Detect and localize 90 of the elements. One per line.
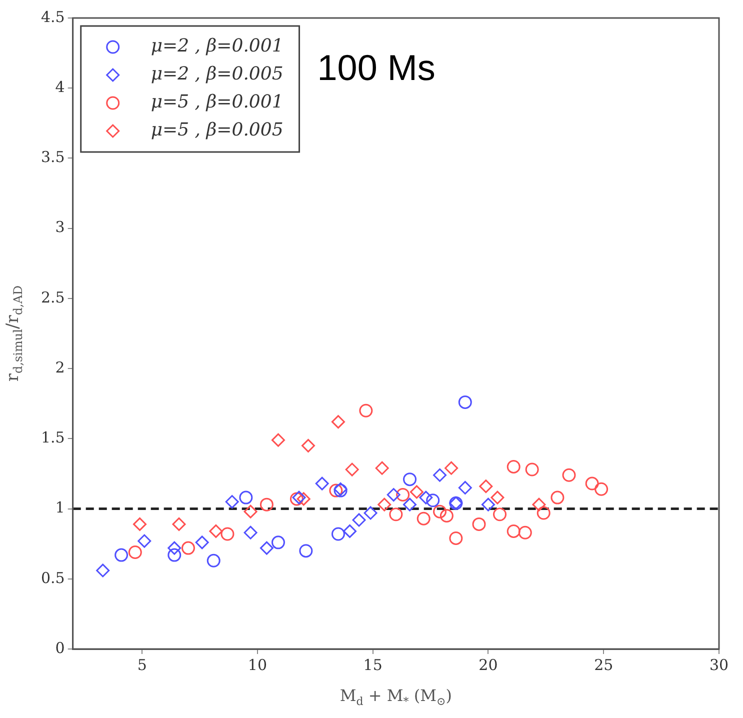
point [343,524,357,538]
point [536,506,550,520]
point [532,498,546,512]
x-tick-label: 5 [137,656,147,674]
point [315,476,329,490]
point [168,548,182,562]
point [271,433,285,447]
point [138,534,152,548]
y-axis-title: rd,simul/rd,AD [2,285,26,382]
y-tick-label: 4 [55,78,65,96]
point [359,404,373,418]
point [433,504,447,518]
point [403,498,417,512]
legend-label: μ=5 , β=0.005 [150,120,284,141]
legend-label: μ=2 , β=0.001 [150,36,284,57]
legend-label: μ=5 , β=0.001 [150,92,284,113]
y-tick-label: 0 [55,638,65,657]
legend-label: μ=2 , β=0.005 [150,64,284,85]
point [329,484,343,498]
point [375,461,389,475]
point [290,492,304,506]
point [458,480,472,494]
point [225,495,239,509]
point [594,482,608,496]
point [114,548,128,562]
point [426,494,440,508]
point [419,490,433,504]
point [449,531,463,545]
point [331,527,345,541]
point [562,468,576,482]
point [299,544,313,558]
point [260,541,274,555]
point [493,508,507,522]
point [525,462,539,476]
point [389,508,403,522]
point [506,460,520,474]
point [220,527,234,541]
point [458,395,472,409]
point [271,536,285,550]
point [96,564,110,578]
x-tick-label: 30 [709,656,729,674]
point [206,554,220,568]
y-tick-label: 0.5 [40,568,65,587]
point [128,545,142,559]
point [472,517,486,531]
point [481,498,495,512]
x-tick-label: 25 [594,656,614,674]
point [416,512,430,526]
point [239,490,253,504]
point [410,485,424,499]
point [292,490,306,504]
point [260,498,274,512]
point [403,472,417,486]
point [444,461,458,475]
point [518,526,532,540]
point [133,517,147,531]
point [440,509,454,523]
point [296,492,310,506]
point [209,524,223,538]
x-tick-label: 15 [363,656,382,674]
point [301,438,315,452]
point [181,541,195,555]
point [244,504,258,518]
point [585,476,599,490]
point [352,513,366,527]
point [386,488,400,502]
point [396,488,410,502]
point [490,490,504,504]
point [479,480,493,494]
point [506,524,520,538]
annotation: 100 Ms [317,47,436,88]
y-tick-label: 3.5 [40,148,65,166]
point [550,490,564,504]
point [433,468,447,482]
y-tick-label: 4.5 [40,8,65,26]
y-tick-label: 1 [55,498,65,517]
x-tick-label: 20 [478,656,498,674]
point [378,498,392,512]
point [168,541,182,555]
point [195,536,209,550]
point [172,517,186,531]
y-tick-label: 2 [55,358,65,376]
y-tick-label: 1.5 [40,428,65,447]
point [364,506,378,520]
y-tick-label: 2.5 [40,288,65,306]
x-tick-label: 10 [248,656,268,674]
y-tick-label: 3 [55,218,65,236]
point [244,526,258,540]
point [345,462,359,476]
point [331,415,345,429]
